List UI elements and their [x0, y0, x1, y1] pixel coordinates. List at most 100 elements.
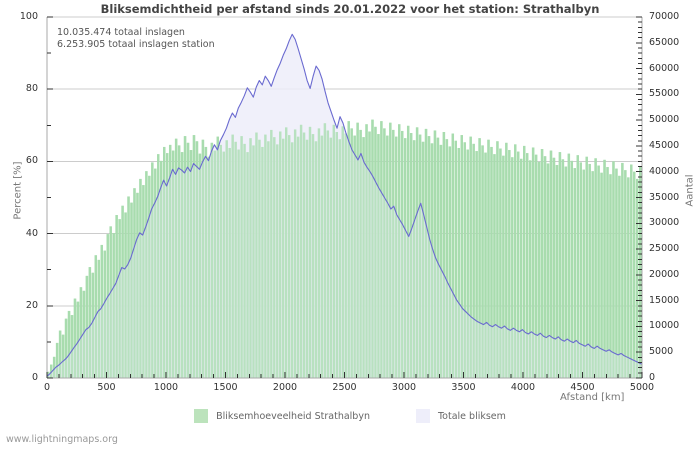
bar-overlap — [166, 153, 169, 378]
bar-overlap — [201, 139, 205, 378]
bar-overlap — [73, 298, 77, 378]
y-tick-label-right: 45000 — [649, 139, 680, 151]
x-tick-label: 1000 — [153, 382, 179, 393]
bar-overlap — [502, 155, 505, 378]
bar-overlap — [222, 151, 225, 378]
bar-overlap — [314, 141, 318, 378]
bar-overlap — [624, 170, 627, 378]
bar-overlap — [234, 141, 237, 378]
bar-overlap — [475, 151, 478, 378]
bar-overlap — [192, 135, 196, 378]
bar-overlap — [594, 158, 597, 378]
bar-overlap — [531, 147, 535, 378]
bar-overlap — [109, 226, 112, 378]
bar-overlap — [546, 163, 550, 378]
bar-overlap — [246, 152, 249, 378]
bar-overlap — [493, 154, 496, 378]
bar-overlap — [353, 135, 356, 378]
bar-overlap — [136, 192, 139, 378]
y-tick-label-left: 80 — [25, 83, 38, 95]
bar-overlap — [207, 156, 211, 378]
bar-overlap — [311, 134, 315, 378]
bar-overlap — [186, 142, 190, 378]
bar-overlap — [368, 131, 371, 378]
bar-overlap — [525, 153, 529, 378]
x-axis-label: Afstand [km] — [560, 392, 625, 403]
bar-overlap — [276, 144, 279, 378]
bar-overlap — [279, 131, 282, 378]
bar-overlap — [320, 135, 324, 378]
y-tick-label-right: 5000 — [649, 346, 674, 358]
bar-overlap — [496, 141, 499, 378]
bar-overlap — [228, 147, 231, 378]
bar-overlap — [606, 167, 609, 378]
bar-overlap — [213, 150, 217, 378]
y-tick-label-right: 50000 — [649, 114, 680, 126]
y-tick-label-right: 65000 — [649, 36, 680, 48]
bar-overlap — [436, 137, 440, 378]
bar-overlap — [409, 133, 413, 378]
bar-overlap — [341, 126, 344, 378]
bar-overlap — [267, 141, 270, 378]
bar-overlap — [183, 136, 187, 378]
bar-overlap — [88, 267, 92, 378]
y-tick-label-right: 55000 — [649, 88, 680, 100]
bar-overlap — [401, 130, 404, 378]
bar-overlap — [243, 143, 246, 378]
bar-overlap — [549, 150, 553, 378]
y-tick-label-right: 25000 — [649, 243, 680, 255]
bar-overlap — [189, 150, 193, 378]
bar-overlap — [252, 145, 255, 378]
bar-overlap — [285, 127, 288, 378]
bar-overlap — [282, 138, 285, 378]
bar-overlap — [100, 244, 103, 378]
bar-overlap — [487, 139, 490, 378]
bar-overlap — [160, 160, 163, 378]
x-tick-label: 3000 — [391, 382, 417, 393]
x-tick-label: 1500 — [213, 382, 238, 393]
bar-overlap — [273, 137, 276, 378]
bar-overlap — [76, 301, 80, 378]
bar-overlap — [296, 136, 300, 378]
bar-overlap — [139, 178, 142, 378]
bar-overlap — [636, 178, 639, 378]
chart-legend: Bliksemhoeveelheid Strathalbyn Totale bl… — [0, 409, 700, 423]
bar-overlap — [588, 163, 591, 378]
bar-overlap — [174, 138, 178, 378]
bar-overlap-layer — [47, 119, 642, 379]
bar-overlap — [118, 219, 121, 378]
bar-overlap — [106, 234, 109, 378]
x-tick-label: 4000 — [510, 382, 536, 393]
bar-overlap — [415, 127, 419, 378]
legend-item-station: Bliksemhoeveelheid Strathalbyn — [194, 409, 370, 423]
bar-overlap — [427, 136, 431, 378]
bar-overlap — [287, 135, 291, 378]
bar-overlap — [627, 177, 630, 378]
bar-overlap — [130, 202, 133, 378]
bar-overlap — [70, 315, 74, 378]
bar-overlap — [219, 144, 222, 378]
bar-overlap — [64, 318, 68, 378]
bar-overlap — [347, 121, 350, 379]
bar-overlap — [225, 140, 228, 378]
bar-overlap — [600, 172, 603, 378]
bar-overlap — [329, 137, 333, 378]
bar-overlap — [293, 129, 297, 378]
x-tick-label: 2000 — [272, 382, 298, 393]
y-tick-label-right: 70000 — [649, 11, 680, 22]
bar-overlap — [305, 139, 309, 378]
bar-overlap — [67, 310, 71, 378]
bar-overlap — [335, 132, 338, 378]
bar-overlap — [424, 128, 428, 378]
bar-overlap — [466, 149, 469, 378]
bar-overlap — [421, 141, 425, 378]
bar-overlap — [585, 156, 588, 378]
bar-overlap — [258, 139, 261, 378]
bar-overlap — [237, 149, 240, 378]
bar-overlap — [567, 153, 571, 378]
annotation-station-strikes: 6.253.905 totaal inslagen station — [57, 39, 215, 50]
bar-overlap — [157, 154, 160, 378]
bar-overlap — [451, 133, 455, 378]
annotation-total-strikes: 10.035.474 totaal inslagen — [57, 27, 185, 38]
